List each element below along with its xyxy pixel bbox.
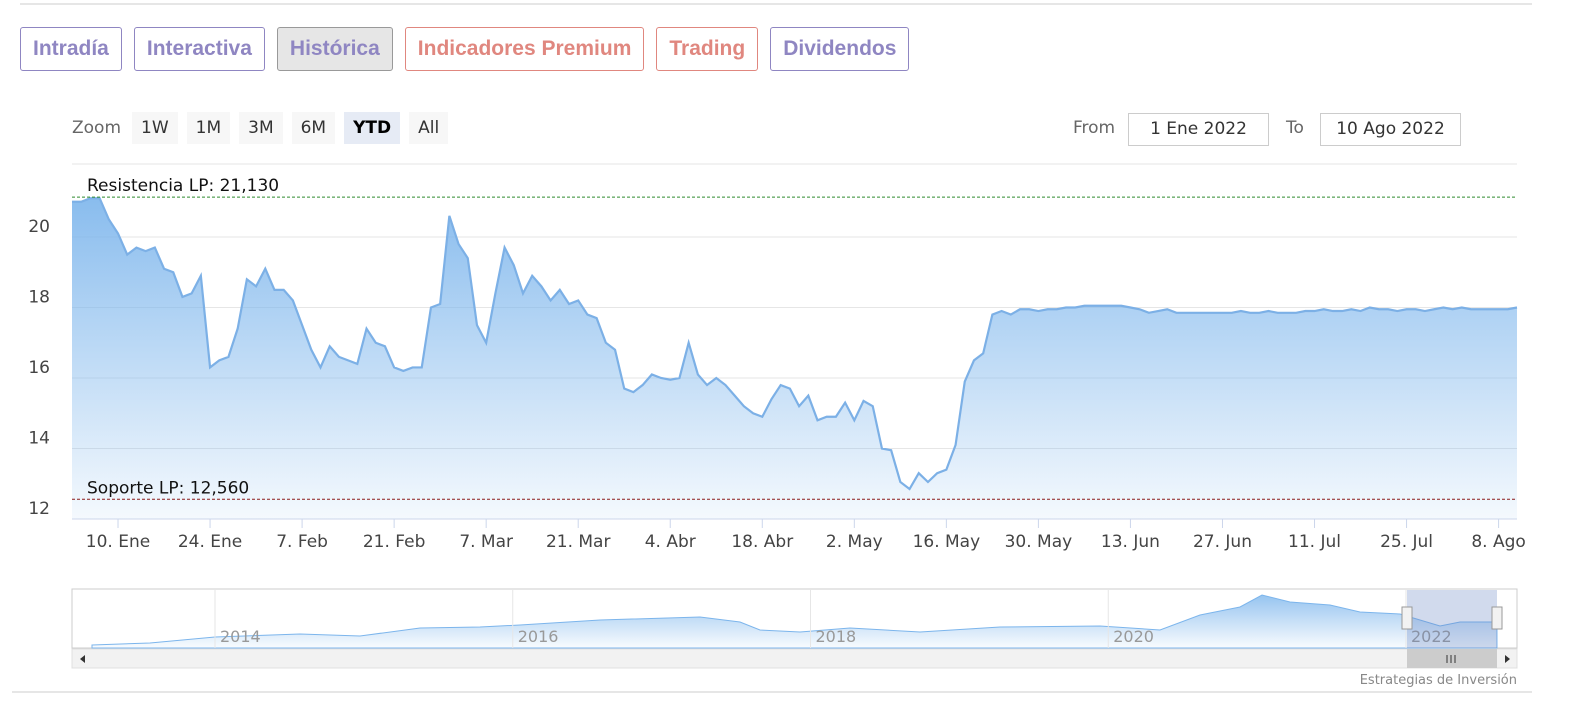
tab[interactable]: Trading [656,27,759,71]
navigator-label: 2016 [518,627,559,646]
y-tick-label: 20 [28,217,50,237]
scrollbar[interactable] [71,648,1518,669]
tab[interactable]: Interactiva [133,27,265,71]
x-tick-label: 4. Abr [645,532,696,552]
y-tick-label: 16 [28,358,50,378]
x-tick-label: 16. May [913,532,981,552]
from-input[interactable]: 1 Ene 2022 [1128,113,1269,146]
zoom-button[interactable]: 1M [186,112,231,144]
plot-line-label: Resistencia LP: 21,130 [87,176,279,196]
navigator-handle[interactable] [1401,606,1413,630]
area-line [72,197,1518,491]
x-tick-label: 13. Jun [1101,532,1160,552]
x-tick-label: 11. Jul [1288,532,1341,552]
y-tick-label: 12 [28,499,50,519]
navigator-label: 2018 [816,627,857,646]
zoom-button[interactable]: All [409,112,449,144]
y-tick-label: 18 [28,288,50,308]
x-tick-label: 8. Ago [1471,532,1525,552]
x-tick-label: 30. May [1005,532,1073,552]
credit: Estrategias de Inversión [1360,673,1517,688]
x-tick-label: 24. Ene [178,532,242,552]
x-tick-label: 10. Ene [86,532,150,552]
tab[interactable]: Indicadores Premium [404,27,645,71]
to-label: To [1286,118,1304,138]
navigator-label: 2022 [1411,627,1452,646]
range-selector: Zoom 1W 1M 3M 6M YTD All [72,112,449,144]
area-fill [72,198,1517,519]
tab[interactable]: Intradía [20,27,122,71]
x-tick-label: 21. Feb [363,532,426,552]
x-tick-label: 7. Feb [276,532,328,552]
navigator-window[interactable] [1407,590,1497,648]
x-tick-label: 25. Jul [1380,532,1433,552]
zoom-button[interactable]: 1W [132,112,178,144]
x-tick-label: 21. Mar [546,532,611,552]
x-tick-label: 2. May [826,532,883,552]
navigator-label: 2020 [1113,627,1154,646]
scrollbar-grip [1446,655,1456,663]
scrollbar-thumb[interactable] [1407,649,1497,668]
tab[interactable]: Dividendos [770,27,910,71]
tab[interactable]: Histórica [276,27,393,71]
zoom-button[interactable]: 3M [239,112,283,144]
navigator-handle[interactable] [1491,606,1503,630]
zoom-button[interactable]: 6M [291,112,336,144]
navigator-series [91,594,1498,649]
x-tick-label: 27. Jun [1193,532,1252,552]
y-tick-label: 14 [28,429,50,449]
tab-bar: Intradía Interactiva Histórica Indicadores … [20,27,910,71]
plot-line-label: Soporte LP: 12,560 [87,478,249,498]
from-label: From [1073,118,1116,138]
zoom-button[interactable]: YTD [344,112,401,144]
x-tick-label: 18. Abr [731,532,793,552]
zoom-label: Zoom [72,118,122,138]
to-input[interactable]: 10 Ago 2022 [1320,113,1461,146]
navigator-label: 2014 [220,627,261,646]
x-tick-label: 7. Mar [459,532,513,552]
